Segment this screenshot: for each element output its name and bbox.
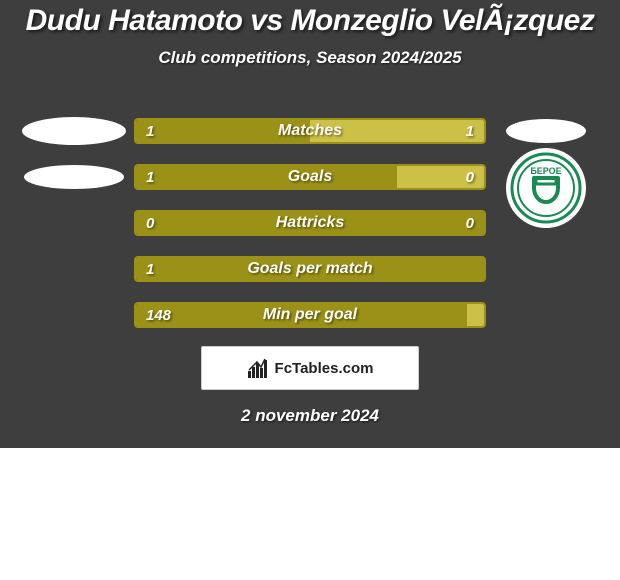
stat-bar: 1 Goals per match — [134, 256, 486, 282]
stat-bar: 1 Goals 0 — [134, 164, 486, 190]
stat-bar: 148 Min per goal — [134, 302, 486, 328]
stat-bar-left-fill — [136, 258, 484, 280]
stat-bar: 0 Hattricks 0 — [134, 210, 486, 236]
stat-row: 148 Min per goal — [0, 292, 620, 338]
stat-bar-right-fill — [467, 304, 484, 326]
stat-bar-left-fill — [136, 166, 397, 188]
left-team-logo-slot — [14, 108, 134, 154]
subtitle: Club competitions, Season 2024/2025 — [0, 48, 620, 68]
stat-bar-right-fill — [397, 166, 484, 188]
left-team-logo-1 — [22, 117, 126, 145]
bar-chart-icon — [247, 357, 269, 379]
stat-bar: 1 Matches 1 — [134, 118, 486, 144]
right-team-logo-slot: БЕРОЕ — [486, 154, 606, 200]
left-team-logo-slot — [14, 154, 134, 200]
right-team-logo-1 — [506, 119, 586, 143]
stat-bar-left-fill — [136, 212, 484, 234]
left-team-logo-2 — [24, 165, 124, 189]
stat-row: 1 Goals per match — [0, 246, 620, 292]
attribution-text: FcTables.com — [275, 360, 374, 377]
club-badge-text: БЕРОЕ — [530, 166, 561, 176]
stat-bar-right-fill — [310, 120, 484, 142]
club-badge-icon: БЕРОЕ — [506, 148, 586, 228]
blank-region — [0, 448, 620, 580]
date-text: 2 november 2024 — [0, 406, 620, 426]
stat-row: 1 Goals 0 БЕРОЕ — [0, 154, 620, 200]
page-title: Dudu Hatamoto vs Monzeglio VelÃ¡zquez — [0, 4, 620, 38]
right-club-badge: БЕРОЕ — [506, 148, 586, 233]
stat-bar-left-fill — [136, 304, 467, 326]
stat-bar-left-fill — [136, 120, 310, 142]
attribution-box: FcTables.com — [201, 346, 419, 390]
